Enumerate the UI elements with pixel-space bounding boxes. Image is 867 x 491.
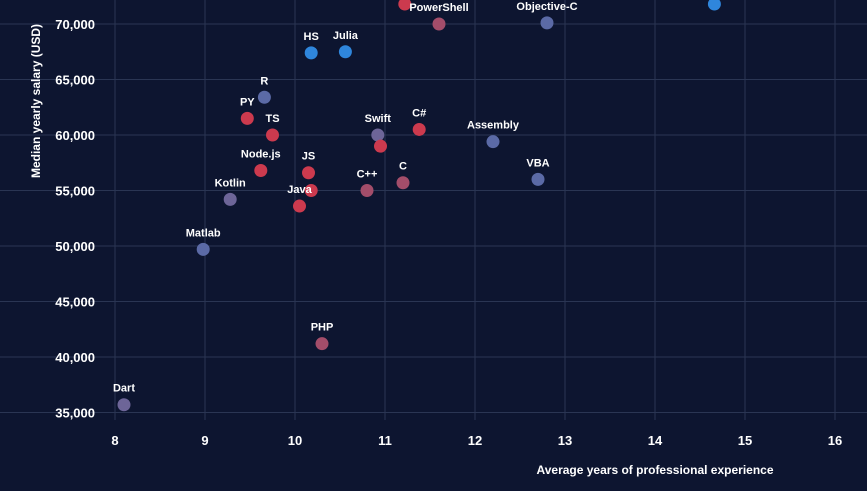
data-point <box>257 90 271 104</box>
data-point <box>254 164 268 178</box>
x-tick-label: 8 <box>111 433 118 448</box>
point-label: PHP <box>311 322 334 334</box>
y-tick-label: 55,000 <box>55 184 95 199</box>
point-label: JS <box>302 151 315 163</box>
data-point <box>374 139 387 153</box>
y-tick-label: 40,000 <box>55 350 95 365</box>
data-point <box>486 135 500 149</box>
data-point <box>398 0 412 11</box>
y-tick-label: 65,000 <box>55 73 95 88</box>
point-label: Swift <box>365 113 392 125</box>
point-label: C <box>399 161 407 173</box>
point-label: Julia <box>333 30 359 42</box>
x-tick-label: 14 <box>648 433 663 448</box>
point-labels: PowerShell Objective-C HS Julia R PY TS Swift C#… <box>113 1 578 395</box>
data-point <box>223 192 237 206</box>
data-point <box>540 16 554 30</box>
data-point <box>304 184 318 197</box>
data-point <box>371 128 385 142</box>
y-gridlines <box>0 23 867 413</box>
data-point <box>531 172 545 186</box>
data-point <box>293 199 306 213</box>
x-tick-label: 12 <box>468 433 482 448</box>
point-label: PowerShell <box>409 2 468 14</box>
data-point <box>360 184 374 197</box>
point-label: Matlab <box>186 227 221 239</box>
data-point <box>302 166 315 180</box>
point-label: Objective-C <box>516 1 577 13</box>
point-label: C# <box>412 107 426 119</box>
data-point <box>240 111 254 125</box>
data-point <box>117 398 131 412</box>
x-tick-label: 11 <box>378 433 392 448</box>
y-tick-labels: 35,000 40,000 45,000 50,000 55,000 60,000 65,0… <box>55 17 95 421</box>
x-tick-label: 13 <box>558 433 572 448</box>
point-label: Node.js <box>241 149 281 161</box>
data-points <box>117 0 721 412</box>
x-tick-label: 10 <box>288 433 302 448</box>
y-tick-label: 35,000 <box>55 406 95 421</box>
point-label: VBA <box>526 157 549 169</box>
x-axis-title: Average years of professional experience <box>537 463 774 477</box>
data-point <box>315 337 329 351</box>
x-tick-label: 9 <box>201 433 208 448</box>
x-tick-label: 15 <box>738 433 752 448</box>
data-point <box>304 46 318 60</box>
x-tick-label: 16 <box>828 433 842 448</box>
point-label: TS <box>265 113 279 125</box>
x-tick-labels: 8 9 10 11 12 13 14 15 16 <box>111 433 842 448</box>
point-label: Java <box>287 184 312 196</box>
x-gridlines <box>114 0 836 420</box>
y-tick-label: 60,000 <box>55 128 95 143</box>
y-tick-label: 50,000 <box>55 239 95 254</box>
data-point <box>338 45 352 59</box>
y-tick-label: 45,000 <box>55 295 95 310</box>
data-point <box>412 122 426 136</box>
point-label: R <box>260 75 268 87</box>
point-label: PY <box>240 96 255 108</box>
data-point <box>432 17 446 31</box>
point-label: Kotlin <box>215 177 246 189</box>
y-tick-label: 70,000 <box>55 17 95 32</box>
y-axis-title: Median yearly salary (USD) <box>29 24 43 178</box>
point-label: HS <box>304 31 319 43</box>
point-label: C++ <box>357 169 378 181</box>
data-point <box>196 242 210 256</box>
data-point <box>707 0 721 11</box>
data-point <box>396 176 410 190</box>
point-label: Assembly <box>467 120 520 132</box>
data-point <box>266 128 279 142</box>
point-label: Dart <box>113 383 135 395</box>
